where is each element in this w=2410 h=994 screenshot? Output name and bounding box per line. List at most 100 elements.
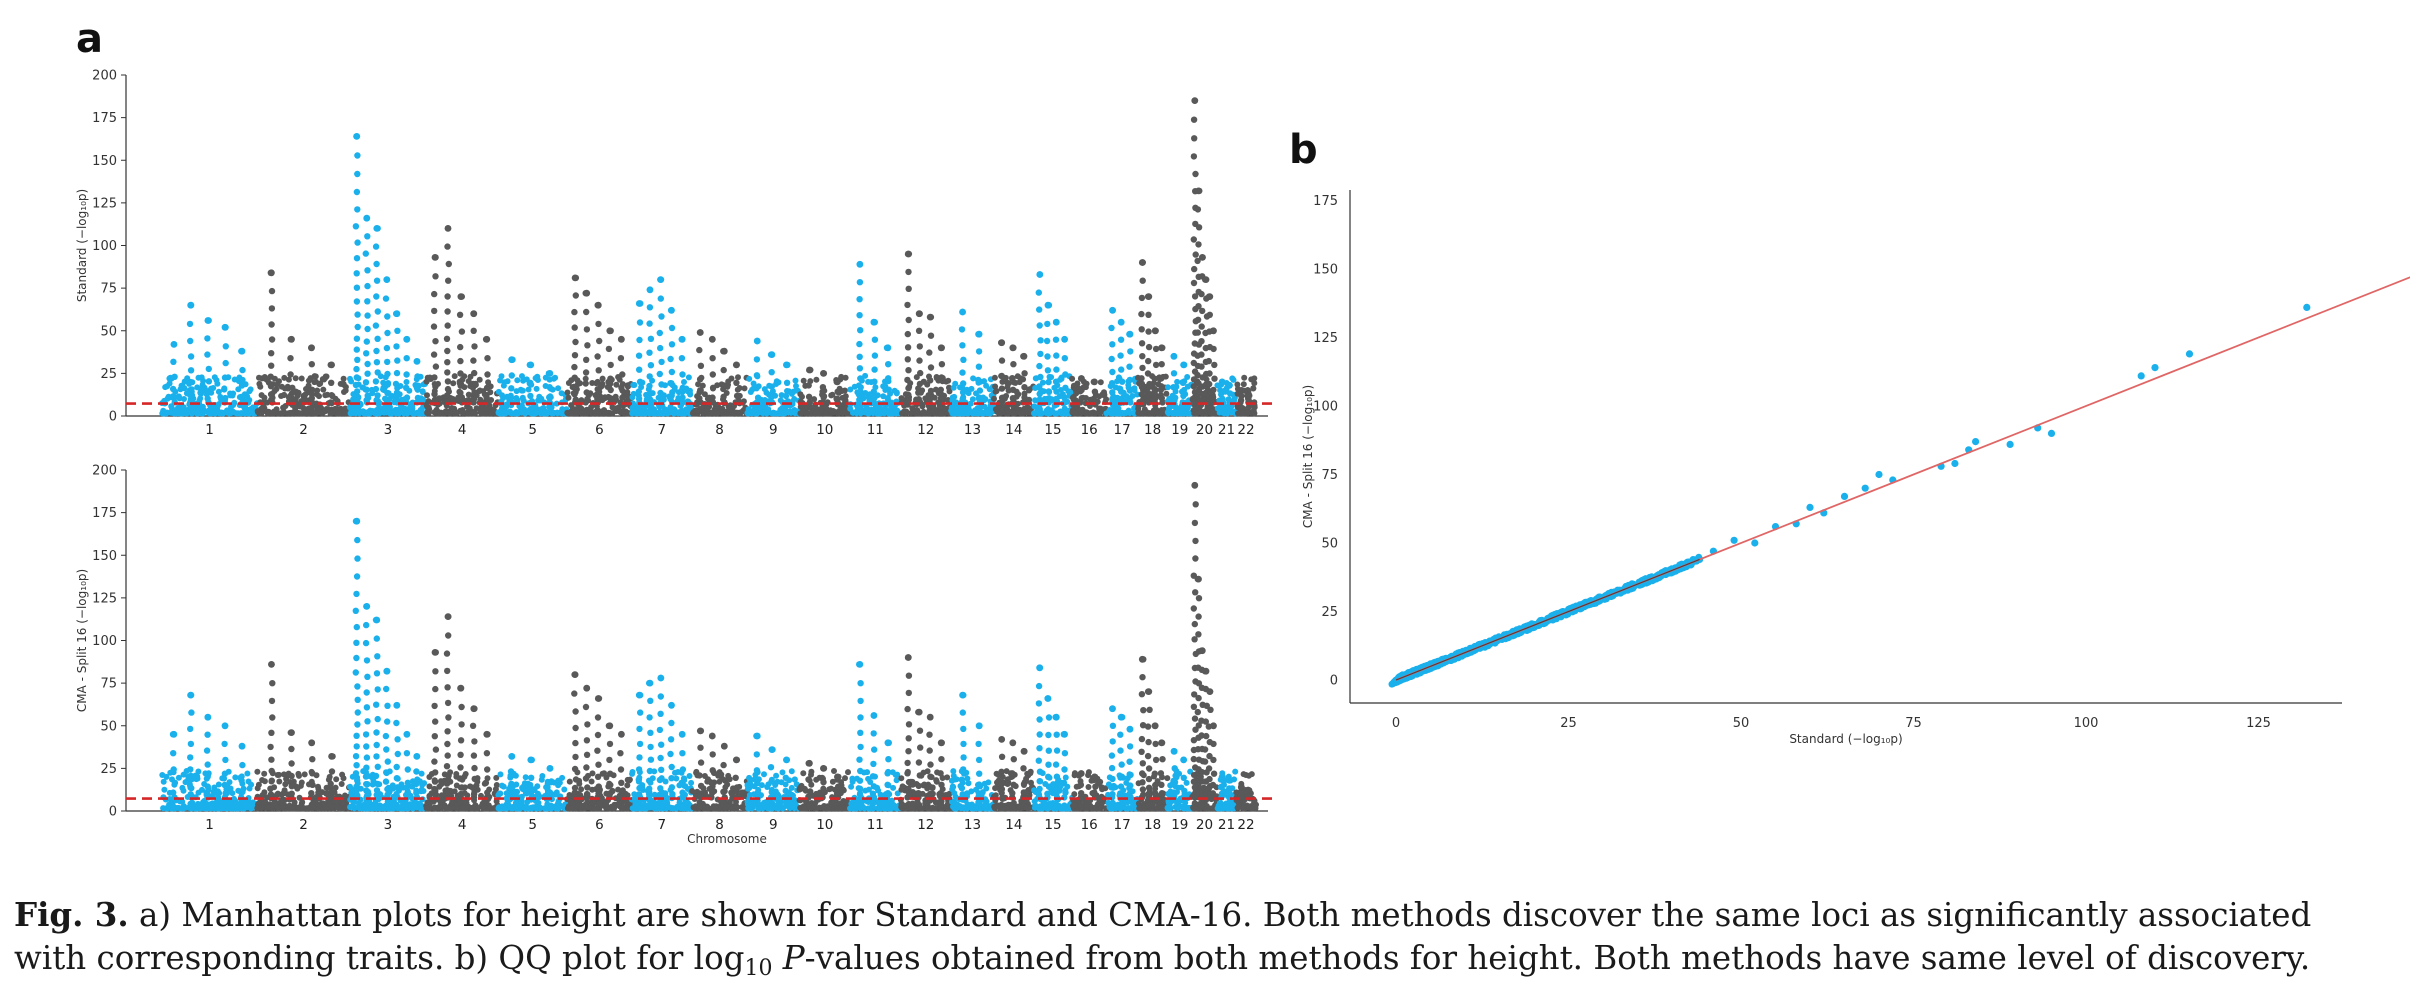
point [565, 380, 572, 386]
peak-point [188, 784, 195, 792]
peak-point [353, 298, 361, 305]
peak-point [471, 775, 478, 783]
peak-top-point [1052, 318, 1060, 326]
point [342, 405, 349, 412]
peak-point [1198, 323, 1205, 330]
peak-point [753, 356, 761, 363]
point [685, 374, 692, 381]
peak-point [658, 381, 665, 388]
peak-point [926, 349, 933, 356]
peak-point [658, 313, 665, 320]
peak-point [353, 639, 360, 646]
peak-point [444, 322, 451, 329]
chromosome-tick-label: 12 [917, 422, 934, 438]
point [735, 374, 741, 381]
peak-top-point [187, 301, 195, 309]
peak-point [445, 714, 452, 721]
peak-point [383, 746, 390, 753]
point [214, 800, 221, 807]
peak-point [1219, 388, 1227, 395]
peak-point [1225, 396, 1232, 403]
point [800, 377, 807, 384]
point [257, 383, 264, 390]
peak-point [268, 390, 276, 398]
peak-point [1108, 324, 1115, 332]
peak-point [720, 366, 727, 374]
peak-point [353, 573, 361, 580]
point [513, 805, 519, 812]
peak-point [267, 785, 274, 792]
peak-point [384, 758, 391, 765]
peak-point [904, 344, 912, 351]
point [212, 789, 219, 796]
peak-point [905, 285, 912, 292]
peak-point [353, 590, 360, 598]
peak-point [432, 791, 440, 798]
point [751, 408, 758, 415]
peak-point [927, 377, 934, 384]
point [250, 799, 256, 806]
point [549, 804, 556, 811]
peak-top-point [353, 133, 361, 140]
point [347, 375, 353, 382]
peak-point [403, 355, 410, 362]
point [195, 768, 202, 775]
peak-point [1090, 395, 1098, 402]
point [1154, 410, 1161, 417]
point [499, 782, 505, 789]
peak-point [768, 383, 775, 390]
peak-point [354, 696, 361, 703]
peak-point [432, 338, 439, 345]
point [448, 805, 455, 811]
point [418, 409, 425, 416]
peak-point [403, 384, 410, 391]
peak-point [288, 394, 295, 401]
point [626, 776, 633, 783]
point [903, 408, 910, 415]
peak-point [571, 363, 578, 371]
point [681, 379, 687, 385]
peak-point [1192, 170, 1199, 178]
point [438, 781, 445, 788]
peak-point [584, 784, 591, 791]
point [236, 803, 243, 810]
point [577, 802, 584, 808]
chromosome-tick-label: 15 [1044, 422, 1061, 438]
peak-point [430, 351, 438, 358]
peak-point [571, 374, 578, 381]
point [893, 389, 900, 396]
peak-point [457, 370, 464, 377]
peak-point [507, 394, 515, 401]
point [390, 408, 397, 415]
peak-point [354, 555, 361, 562]
peak-point [327, 780, 334, 788]
point [175, 394, 182, 401]
point [1163, 390, 1170, 397]
peak-point [768, 369, 775, 376]
peak-point [783, 379, 791, 386]
peak-point [709, 384, 717, 391]
peak-point [607, 781, 614, 789]
peak-top-point [1009, 344, 1017, 352]
y-tick-label: 25 [100, 367, 117, 382]
peak-point [679, 394, 686, 401]
chromosome-tick-label: 8 [715, 422, 724, 438]
point [602, 410, 609, 417]
peak-point [363, 689, 370, 696]
peak-top-point [618, 730, 625, 738]
peak-point [444, 699, 452, 707]
peak-point [1190, 236, 1198, 243]
point [495, 792, 502, 799]
point [411, 804, 418, 811]
peak-point [204, 773, 211, 780]
peak-point [905, 391, 912, 399]
peak-point [1126, 376, 1134, 384]
point [792, 377, 799, 384]
point [202, 805, 209, 812]
peak-point [352, 223, 360, 230]
peak-point [268, 396, 275, 403]
peak-point [938, 361, 946, 368]
peak-point [363, 704, 371, 711]
peak-point [444, 369, 451, 376]
peak-point [372, 322, 380, 329]
